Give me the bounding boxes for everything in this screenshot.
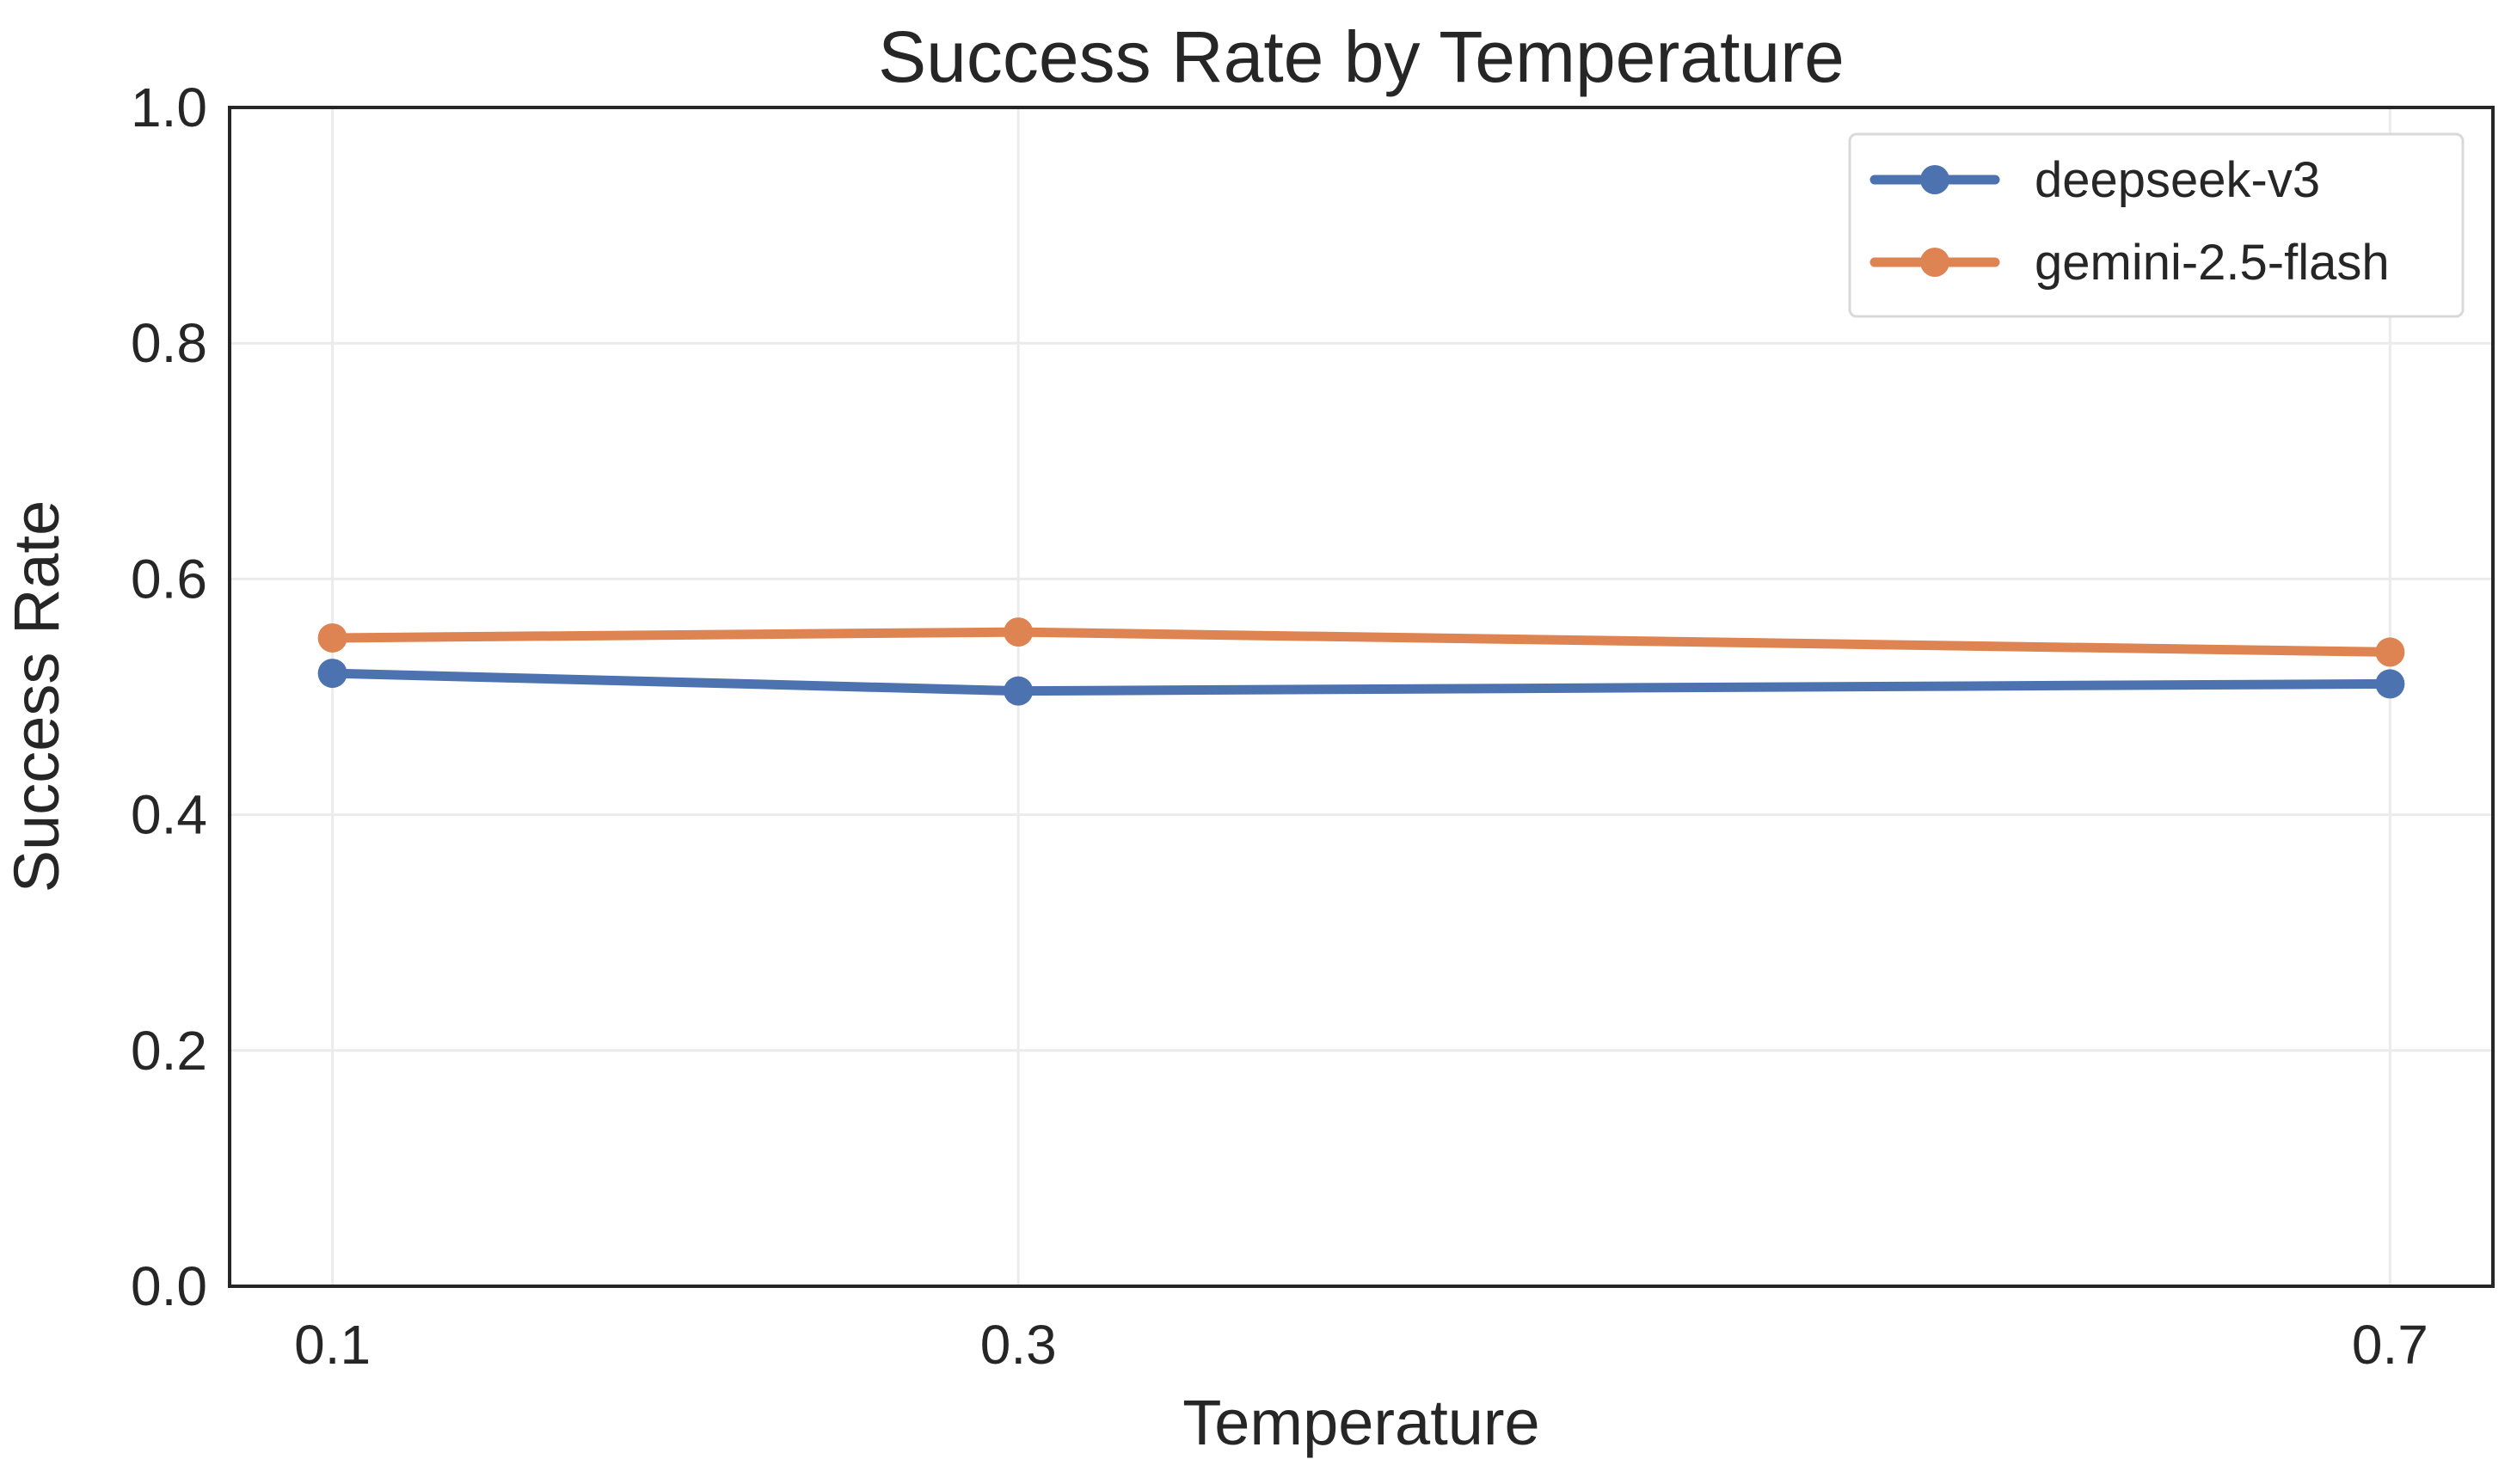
data-point [2375, 637, 2405, 667]
series-group [317, 617, 2405, 706]
y-tick-label: 1.0 [131, 77, 207, 138]
x-axis-label: Temperature [1182, 1387, 1539, 1458]
y-tick-label: 0.8 [131, 312, 207, 374]
y-tick-label: 0.2 [131, 1020, 207, 1082]
data-point [317, 659, 347, 689]
legend-marker [1920, 248, 1949, 277]
x-tick-label: 0.1 [294, 1314, 371, 1376]
data-point [1004, 617, 1034, 647]
legend: deepseek-v3 gemini-2.5-flash [1848, 132, 2465, 318]
y-axis-ticks: 0.0 0.2 0.4 0.6 0.8 1.0 [131, 77, 207, 1317]
legend-entry: deepseek-v3 [1869, 152, 2320, 208]
y-axis-label: Success Rate [1, 500, 72, 893]
data-point [317, 622, 347, 653]
data-point [2375, 669, 2405, 699]
x-tick-label: 0.3 [980, 1314, 1057, 1376]
y-tick-label: 0.4 [131, 784, 207, 846]
legend-box [1848, 132, 2465, 318]
y-tick-label: 0.0 [131, 1255, 207, 1317]
legend-label: gemini-2.5-flash [2035, 235, 2390, 291]
series-deepseek-v3 [317, 659, 2405, 706]
x-tick-label: 0.7 [2352, 1314, 2428, 1376]
y-tick-label: 0.6 [131, 548, 207, 610]
data-point [1004, 676, 1034, 706]
legend-marker [1920, 165, 1949, 194]
chart-title: Success Rate by Temperature [878, 16, 1845, 97]
legend-entry: gemini-2.5-flash [1869, 235, 2390, 291]
x-axis-ticks: 0.1 0.3 0.7 [294, 1314, 2428, 1376]
series-gemini-2.5-flash [317, 617, 2405, 667]
plot-frame [228, 106, 2495, 1288]
legend-label: deepseek-v3 [2035, 152, 2320, 208]
